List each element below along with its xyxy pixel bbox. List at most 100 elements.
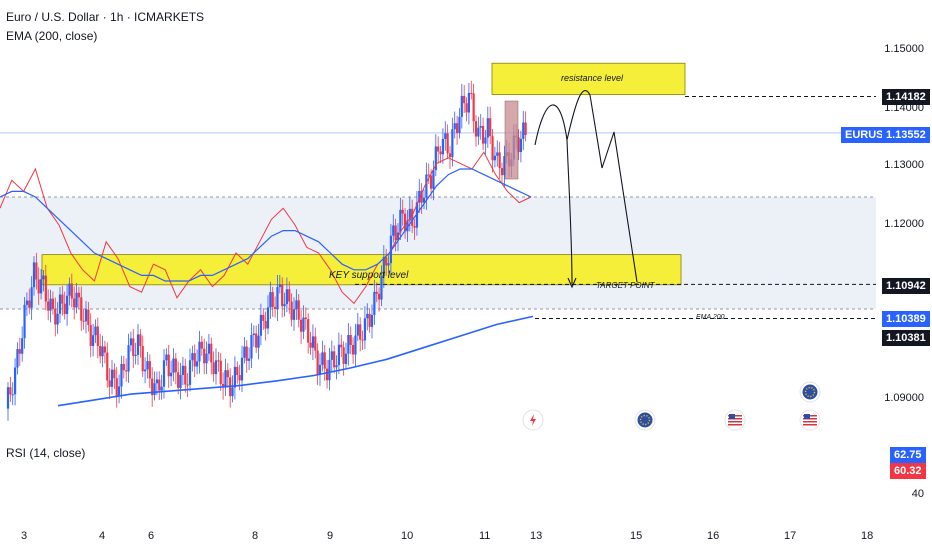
candle-body <box>61 294 64 304</box>
candle-body <box>210 343 213 363</box>
candle-body <box>240 357 244 381</box>
candle-body <box>103 346 107 353</box>
candle-body <box>349 335 352 345</box>
x-tick-4: 4 <box>99 530 106 542</box>
x-tick-18: 18 <box>861 530 874 542</box>
candle-body <box>451 129 454 158</box>
eu-stars <box>804 386 816 398</box>
candle-body <box>146 361 149 370</box>
candle-body <box>276 287 279 309</box>
candle-body <box>125 370 128 372</box>
candle-body <box>498 152 501 169</box>
candle-body <box>207 343 211 354</box>
candle-body <box>96 326 99 346</box>
candle-body <box>297 300 300 320</box>
candle-body <box>35 262 38 280</box>
ema-label: EMA 200 <box>696 314 725 321</box>
candle-body <box>299 319 303 332</box>
candle-body <box>115 378 118 397</box>
candle-body <box>403 213 407 232</box>
candle-body <box>429 175 433 189</box>
candle-body <box>58 294 62 314</box>
candle-body <box>203 348 206 364</box>
x-tick-3: 3 <box>21 530 28 542</box>
x-tick-11: 11 <box>479 530 491 542</box>
candle-body <box>288 289 291 302</box>
ema-price-tag: 1.10389 <box>882 311 930 327</box>
candle-body <box>87 309 90 325</box>
candle-body <box>91 335 95 346</box>
candle-body <box>359 324 362 340</box>
candle-body <box>335 365 338 368</box>
candle-body <box>113 369 116 379</box>
candle-body <box>342 347 345 364</box>
candle-body <box>193 353 196 367</box>
candle-body <box>439 151 442 155</box>
candle-body <box>68 283 71 296</box>
candle-body <box>406 220 409 232</box>
eu-flag-fill <box>637 412 653 428</box>
candle-body <box>392 225 395 236</box>
candle-body <box>399 209 402 233</box>
candle-body <box>148 361 151 379</box>
candle-body <box>474 121 478 137</box>
candle-body <box>217 360 220 362</box>
candle-body <box>122 363 125 371</box>
support-label: KEY support level <box>329 270 409 281</box>
candle-body <box>162 360 166 387</box>
candle-body <box>484 137 487 144</box>
candle-body <box>167 354 170 377</box>
candle-body <box>441 138 445 155</box>
candle-body <box>281 284 284 307</box>
candle-body <box>245 346 248 361</box>
candle-body <box>252 333 255 336</box>
candle-body <box>368 313 371 327</box>
candle-body <box>380 276 383 300</box>
candle-body <box>233 366 237 388</box>
candle-body <box>264 320 267 329</box>
candle-body <box>134 354 137 356</box>
x-tick-15: 15 <box>630 530 643 542</box>
candle-body <box>127 345 130 372</box>
candle-body <box>309 342 312 348</box>
candle-body <box>524 122 527 136</box>
rsi-line <box>0 151 532 305</box>
candle-body <box>42 275 45 280</box>
candle-body <box>304 317 307 320</box>
candle-body <box>311 336 315 348</box>
candle-body <box>458 116 461 133</box>
candle-body <box>377 293 381 300</box>
candle-body <box>453 123 456 130</box>
rsi-ma-tag: 62.75 <box>890 447 926 463</box>
candle-body <box>221 384 225 388</box>
zone-0 <box>491 62 686 95</box>
candle-body <box>44 275 47 302</box>
target-label: TARGET POINT <box>596 281 655 290</box>
x-tick-9: 9 <box>327 530 334 542</box>
candle-body <box>257 335 260 348</box>
candle-body <box>30 287 33 308</box>
candle-body <box>243 346 246 358</box>
candle-body <box>84 309 88 322</box>
candle-body <box>188 360 192 385</box>
candle-body <box>354 335 357 355</box>
candle-body <box>51 298 55 310</box>
candle-body <box>363 318 367 341</box>
us-stripe <box>803 421 817 423</box>
candle-body <box>373 291 376 315</box>
eu-stars <box>639 414 651 426</box>
candle-body <box>139 334 142 347</box>
candle-body <box>472 93 475 122</box>
target-price-tag: 1.10942 <box>882 278 930 294</box>
candle-body <box>106 352 109 381</box>
candle-body <box>356 324 359 336</box>
candle-body <box>200 341 203 349</box>
ema-line <box>57 315 534 407</box>
candle-body <box>250 335 253 359</box>
x-tick-17: 17 <box>784 530 797 542</box>
candle-body <box>177 372 180 389</box>
candle-body <box>387 263 390 266</box>
candle-body <box>366 313 369 319</box>
rsi-label: RSI (14, close) <box>6 446 86 460</box>
candle-body <box>13 367 17 395</box>
